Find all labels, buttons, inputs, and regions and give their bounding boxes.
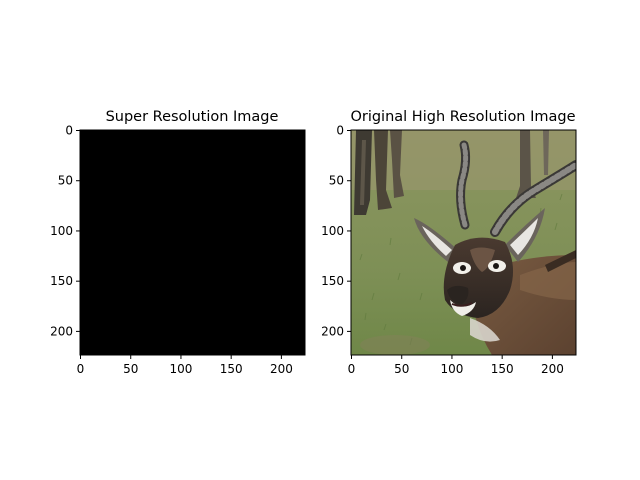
y-tick-label: 100 bbox=[50, 224, 73, 238]
x-tick-label: 0 bbox=[77, 362, 85, 376]
panel-title: Original High Resolution Image bbox=[350, 109, 575, 125]
x-tick-label: 0 bbox=[348, 362, 356, 376]
x-tick-label: 50 bbox=[394, 362, 409, 376]
y-tick-label: 150 bbox=[50, 274, 73, 288]
x-tick-label: 100 bbox=[440, 362, 463, 376]
x-tick-label: 150 bbox=[491, 362, 514, 376]
axes-frame bbox=[350, 129, 577, 356]
y-tick-label: 200 bbox=[321, 324, 344, 338]
y-tick-label: 200 bbox=[50, 324, 73, 338]
y-ticks: 0 50 100 150 200 bbox=[321, 124, 351, 338]
x-ticks: 0 50 100 150 200 bbox=[77, 355, 293, 376]
panel-original: Original High Resolution Image bbox=[321, 109, 577, 376]
y-tick-label: 50 bbox=[58, 174, 73, 188]
y-tick-label: 0 bbox=[65, 124, 73, 138]
x-tick-label: 200 bbox=[270, 362, 293, 376]
x-tick-label: 150 bbox=[220, 362, 243, 376]
x-ticks: 0 50 100 150 200 bbox=[348, 355, 564, 376]
x-tick-label: 200 bbox=[541, 362, 564, 376]
y-tick-label: 0 bbox=[336, 124, 344, 138]
y-tick-label: 50 bbox=[329, 174, 344, 188]
x-tick-label: 50 bbox=[123, 362, 138, 376]
antelope-photo bbox=[351, 130, 576, 355]
x-tick-label: 100 bbox=[169, 362, 192, 376]
axes-frame bbox=[79, 129, 306, 356]
super-resolution-image bbox=[80, 130, 305, 355]
y-ticks: 0 50 100 150 200 bbox=[50, 124, 80, 338]
y-tick-label: 100 bbox=[321, 224, 344, 238]
y-tick-label: 150 bbox=[321, 274, 344, 288]
panel-title: Super Resolution Image bbox=[106, 109, 279, 125]
panel-super-resolution: Super Resolution Image 0 50 100 150 200 0 50 1… bbox=[50, 109, 306, 376]
